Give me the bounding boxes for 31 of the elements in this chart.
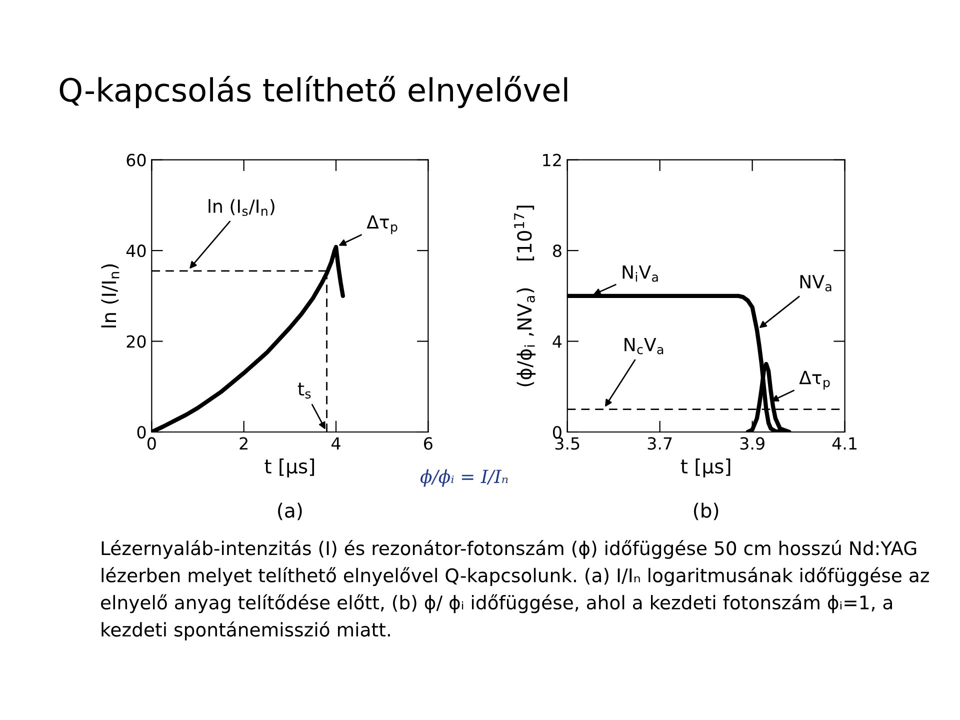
y-axis-title: (ϕ/ϕ$_{i}$ ,NV$_{a}$) [10$^{17}$] [514, 206, 536, 386]
x-tick-label: 2 [240, 437, 248, 450]
x-tick-label: 6 [424, 437, 432, 450]
x-tick-label: 3.7 [648, 437, 672, 450]
annotation: Δτ$_{p}$ [799, 370, 830, 390]
x-tick-label: 4 [332, 437, 340, 450]
text: NV$_{a}$ [800, 275, 832, 292]
x-tick-label: 3.5 [555, 437, 580, 450]
text: Lézernyaláb-intenzitás (I) és rezonátor-fotonszám (ϕ) időfüggése 50 cm hosszú Nd:YAG lézerben melyet telíthető elnyelővel Q-kapcsolunk. (a) I/Iₙ logaritmusának időfüggése az elnyelő anyag telítődése előtt, (b) ϕ/ ϕᵢ időfüggése, ahol a kezdeti fotonszám ϕᵢ=1, a kezdeti spontánemisszió miatt. [101, 540, 929, 640]
y-tick-label: 40 [126, 244, 146, 258]
y-tick-label: 4 [552, 335, 562, 348]
y-tick-label: 12 [543, 154, 561, 166]
ref-line-label: ln (I$_{s}$/I$_{n}$) [208, 199, 274, 216]
text: (b) [694, 502, 718, 520]
ref-line-label: t$_{s}$ [298, 382, 311, 399]
text: Q-kapcsolás telíthető elnyelővel [60, 76, 568, 108]
text: (a) [278, 502, 302, 520]
x-axis-title: t [μs] [264, 458, 314, 478]
y-tick-label: 20 [126, 335, 146, 348]
annotation: Δτ$_{p}$ [366, 215, 398, 234]
x-tick-label: 3.9 [740, 437, 764, 450]
text: ϕ/ϕᵢ = I/Iₙ [420, 469, 508, 487]
y-tick-label: 8 [553, 244, 562, 258]
annotation: N$_{i}$V$_{a}$ [622, 266, 658, 282]
x-axis-title: t [μs] [680, 458, 730, 478]
ref-line-label: N$_{c}$V$_{a}$ [624, 338, 664, 354]
x-tick-label: 0 [147, 437, 156, 450]
x-tick-label: 4.1 [832, 437, 857, 450]
y-tick-label: 60 [126, 154, 146, 166]
y-axis-title: ln (I/I$_{n}$) [101, 264, 120, 328]
y-tick-label: 0 [137, 426, 146, 439]
